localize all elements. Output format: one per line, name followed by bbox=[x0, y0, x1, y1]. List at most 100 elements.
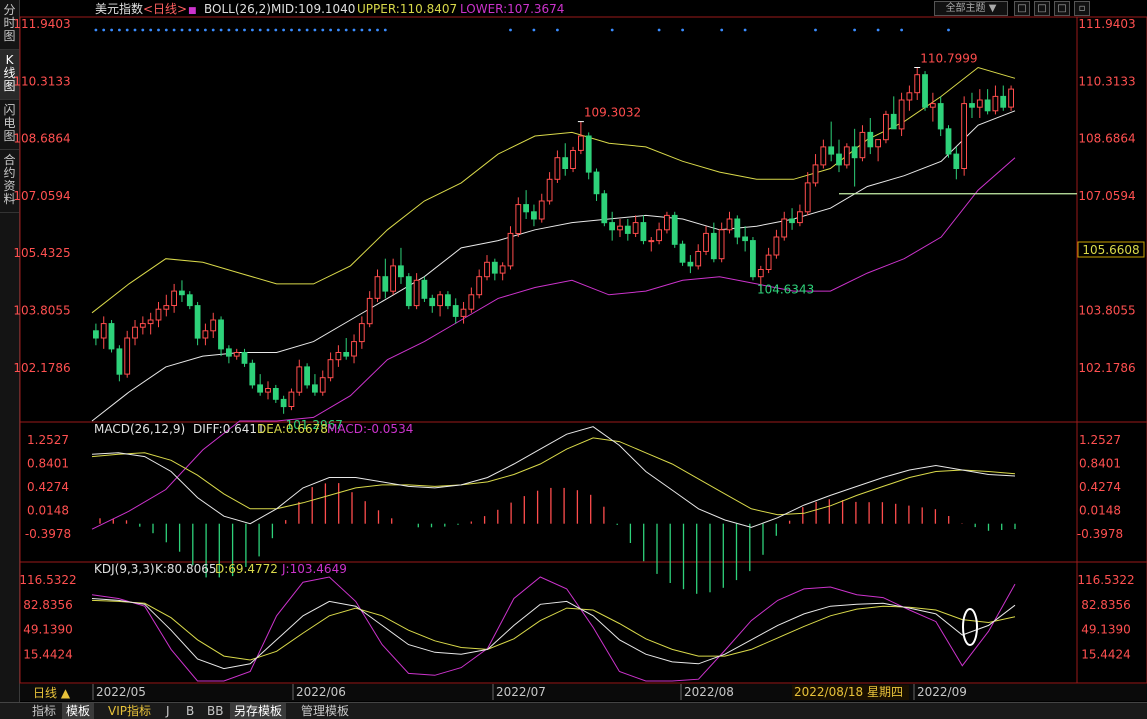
candle-down bbox=[249, 362, 256, 386]
bottombar-item-4[interactable]: B bbox=[186, 704, 195, 718]
signal-dot bbox=[900, 28, 903, 32]
candle-down bbox=[922, 74, 928, 108]
candle-up bbox=[617, 225, 623, 231]
candle-down bbox=[226, 348, 232, 357]
price-axis-right-label: 107.0594 bbox=[1078, 189, 1135, 203]
candle-down bbox=[945, 128, 952, 155]
bottombar-item-5[interactable]: BB bbox=[207, 704, 224, 718]
header-mid: MID:109.1040 bbox=[271, 2, 355, 16]
candle-up bbox=[366, 297, 373, 325]
annotation-low-2: 104.6343 bbox=[757, 282, 814, 296]
candle-up bbox=[132, 326, 138, 339]
candle-up bbox=[773, 236, 780, 256]
candle-down bbox=[609, 222, 616, 231]
theme-select[interactable]: 全部主题 ▼ bbox=[934, 1, 1008, 16]
bottombar-item-0[interactable]: 指标 bbox=[32, 704, 57, 718]
signal-dot bbox=[876, 28, 880, 32]
signal-dot bbox=[94, 28, 98, 32]
candle-down bbox=[734, 218, 741, 238]
candle-up bbox=[703, 232, 709, 252]
sidebar-tab-2[interactable]: 闪电图 bbox=[0, 100, 19, 150]
signal-dot bbox=[235, 28, 239, 32]
candle-up bbox=[507, 232, 514, 267]
header-lower: LOWER:107.3674 bbox=[460, 2, 564, 16]
candle-down bbox=[241, 352, 248, 364]
candle-up bbox=[163, 305, 170, 310]
candle-down bbox=[93, 330, 99, 339]
sidebar-tab-0[interactable]: 分时图 bbox=[0, 0, 19, 50]
candle-down bbox=[671, 214, 678, 245]
toolbar-button-3[interactable]: ▫ bbox=[1074, 1, 1090, 16]
candle-up bbox=[390, 265, 397, 292]
bottombar-item-2[interactable]: VIP指标 bbox=[108, 704, 151, 718]
macd-title: MACD(26,12,9) bbox=[94, 422, 185, 436]
signal-dot bbox=[853, 28, 856, 32]
price-axis-left-label: 105.4325 bbox=[13, 246, 70, 260]
candle-down bbox=[750, 240, 756, 278]
bottombar-item-3[interactable]: J bbox=[166, 704, 170, 718]
candle-down bbox=[108, 323, 115, 350]
signal-dot bbox=[258, 28, 262, 32]
bottombar-item-7[interactable]: 管理模板 bbox=[301, 704, 350, 718]
time-axis-label: 2022/08 bbox=[684, 685, 734, 699]
kdj-axis-right-label: 49.1390 bbox=[1081, 623, 1131, 637]
candle-down bbox=[116, 348, 123, 375]
candle-up bbox=[139, 323, 146, 328]
header-symbol: 美元指数 bbox=[95, 1, 143, 16]
cursor-time-box bbox=[792, 685, 909, 700]
price-axis-left-label: 107.0594 bbox=[13, 189, 70, 203]
candle-up bbox=[914, 74, 921, 94]
candle-up bbox=[351, 341, 357, 357]
price-axis-right-label: 108.6864 bbox=[1078, 132, 1135, 146]
candle-up bbox=[327, 359, 334, 379]
toolbar-button-0[interactable]: □ bbox=[1014, 1, 1030, 16]
kdj-axis-left-label: 82.8356 bbox=[23, 598, 73, 612]
annotation-low-1: 101.2967 bbox=[286, 418, 343, 432]
header-indicator: BOLL(26,2) bbox=[204, 2, 271, 16]
candle-up bbox=[664, 214, 670, 231]
candle-down bbox=[304, 366, 311, 386]
macd-diff-line bbox=[91, 426, 1016, 528]
signal-dot bbox=[266, 28, 270, 32]
signal-dot bbox=[141, 28, 145, 32]
signal-dot bbox=[282, 28, 285, 32]
period-selector: 日线 ▲ bbox=[33, 686, 71, 700]
kdj-axis-right-label: 15.4424 bbox=[1081, 647, 1131, 661]
candle-down bbox=[624, 225, 631, 234]
candle-down bbox=[601, 193, 608, 224]
candle-down bbox=[312, 384, 318, 393]
toolbar-button-2[interactable]: □ bbox=[1054, 1, 1070, 16]
sidebar-tab-3[interactable]: 合约资料 bbox=[0, 150, 19, 213]
candle-down bbox=[382, 276, 389, 292]
candle-up bbox=[460, 308, 467, 317]
signal-dot bbox=[219, 28, 223, 32]
candle-down bbox=[186, 294, 193, 307]
signal-dot bbox=[610, 28, 614, 32]
price-axis-right-label: 102.1786 bbox=[1078, 361, 1135, 375]
bottombar-item-6[interactable]: 另存模板 bbox=[230, 703, 287, 719]
kline-chart[interactable]: 109.3032 110.7999 101.2967 104.6343 美元指数 <日线>… bbox=[0, 0, 1147, 702]
candle-down bbox=[851, 146, 858, 159]
macd-axis-left-label: 0.8401 bbox=[27, 457, 69, 471]
candle-up bbox=[296, 366, 303, 393]
candle-down bbox=[710, 232, 717, 260]
signal-dot bbox=[188, 28, 192, 32]
header-marker: ■ bbox=[188, 6, 197, 16]
candle-up bbox=[632, 222, 639, 234]
candle-down bbox=[593, 171, 600, 195]
signal-dot bbox=[376, 28, 379, 32]
signal-dot bbox=[329, 28, 332, 32]
candle-down bbox=[679, 243, 686, 263]
kdj-j-line bbox=[91, 576, 1016, 682]
toolbar-button-1[interactable]: □ bbox=[1034, 1, 1050, 16]
candle-up bbox=[812, 164, 819, 184]
candle-up bbox=[499, 265, 506, 274]
time-axis-label: 2022/05 bbox=[96, 685, 146, 699]
candle-down bbox=[218, 319, 224, 350]
bottombar-item-1[interactable]: 模板 bbox=[62, 703, 95, 719]
candle-down bbox=[272, 388, 279, 400]
signal-dot bbox=[368, 28, 372, 32]
candle-down bbox=[742, 236, 749, 242]
boll-lower-line bbox=[91, 157, 1016, 530]
